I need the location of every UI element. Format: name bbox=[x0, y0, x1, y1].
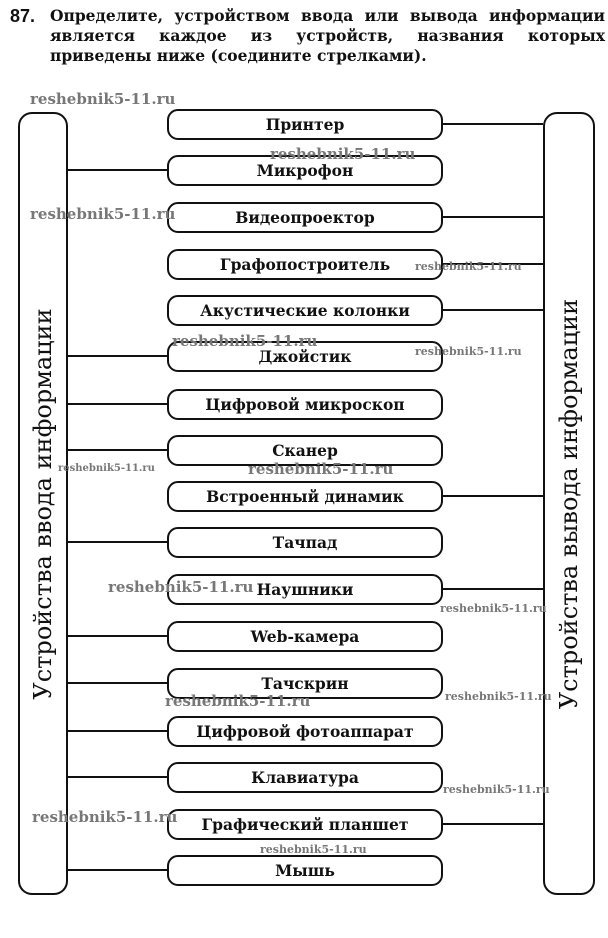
connector-to-input bbox=[68, 541, 167, 543]
device-box[interactable]: Встроенный динамик bbox=[167, 481, 443, 512]
device-box[interactable]: Сканер bbox=[167, 435, 443, 466]
device-box[interactable]: Тачскрин bbox=[167, 668, 443, 699]
connector-to-output bbox=[443, 123, 543, 125]
watermark: reshebnik5-11.ru bbox=[440, 602, 547, 615]
watermark: reshebnik5-11.ru bbox=[260, 843, 367, 856]
output-devices-label: Устройства вывода информации bbox=[555, 298, 583, 709]
device-box[interactable]: Видеопроектор bbox=[167, 202, 443, 233]
connector-to-output bbox=[443, 823, 543, 825]
watermark: reshebnik5-11.ru bbox=[270, 145, 416, 163]
watermark: reshebnik5-11.ru bbox=[58, 463, 155, 474]
connector-to-input bbox=[68, 869, 167, 871]
device-box[interactable]: Мышь bbox=[167, 855, 443, 886]
connector-to-input bbox=[68, 682, 167, 684]
connector-to-input bbox=[68, 449, 167, 451]
device-box[interactable]: Джойстик bbox=[167, 341, 443, 372]
device-box[interactable]: Принтер bbox=[167, 109, 443, 140]
watermark: reshebnik5-11.ru bbox=[172, 332, 318, 350]
watermark: reshebnik5-11.ru bbox=[248, 460, 394, 478]
connector-to-input bbox=[68, 169, 167, 171]
device-box[interactable]: Цифровой фотоаппарат bbox=[167, 716, 443, 747]
device-box[interactable]: Акустические колонки bbox=[167, 295, 443, 326]
watermark: reshebnik5-11.ru bbox=[445, 690, 552, 703]
connector-to-input bbox=[68, 730, 167, 732]
connector-to-input bbox=[68, 403, 167, 405]
connector-to-input bbox=[68, 635, 167, 637]
watermark: reshebnik5-11.ru bbox=[32, 808, 178, 826]
device-box[interactable]: Наушники bbox=[167, 574, 443, 605]
input-devices-label: Устройства ввода информации bbox=[29, 307, 57, 700]
task-text: Определите, устройством ввода или вывода… bbox=[50, 6, 605, 65]
watermark: reshebnik5-11.ru bbox=[108, 578, 254, 596]
device-box[interactable]: Цифровой микроскоп bbox=[167, 389, 443, 420]
watermark: reshebnik5-11.ru bbox=[443, 783, 550, 796]
output-devices-panel: Устройства вывода информации bbox=[543, 112, 595, 895]
watermark: reshebnik5-11.ru bbox=[30, 205, 176, 223]
device-box[interactable]: Тачпад bbox=[167, 527, 443, 558]
watermark: reshebnik5-11.ru bbox=[415, 345, 522, 358]
device-box[interactable]: Web-камера bbox=[167, 621, 443, 652]
watermark: reshebnik5-11.ru bbox=[165, 692, 311, 710]
connector-to-output bbox=[443, 216, 543, 218]
connector-to-input bbox=[68, 355, 167, 357]
connector-to-input bbox=[68, 776, 167, 778]
device-box[interactable]: Клавиатура bbox=[167, 762, 443, 793]
connector-to-output bbox=[443, 495, 543, 497]
connector-to-output bbox=[443, 263, 543, 265]
device-box[interactable]: Графопостроитель bbox=[167, 249, 443, 280]
connector-to-output bbox=[443, 588, 543, 590]
watermark: reshebnik5-11.ru bbox=[415, 260, 522, 273]
task-number: 87. bbox=[10, 6, 36, 26]
input-devices-panel: Устройства ввода информации bbox=[18, 112, 68, 895]
watermark: reshebnik5-11.ru bbox=[30, 90, 176, 108]
device-box[interactable]: Графический планшет bbox=[167, 809, 443, 840]
connector-to-output bbox=[443, 309, 543, 311]
device-box[interactable]: Микрофон bbox=[167, 155, 443, 186]
